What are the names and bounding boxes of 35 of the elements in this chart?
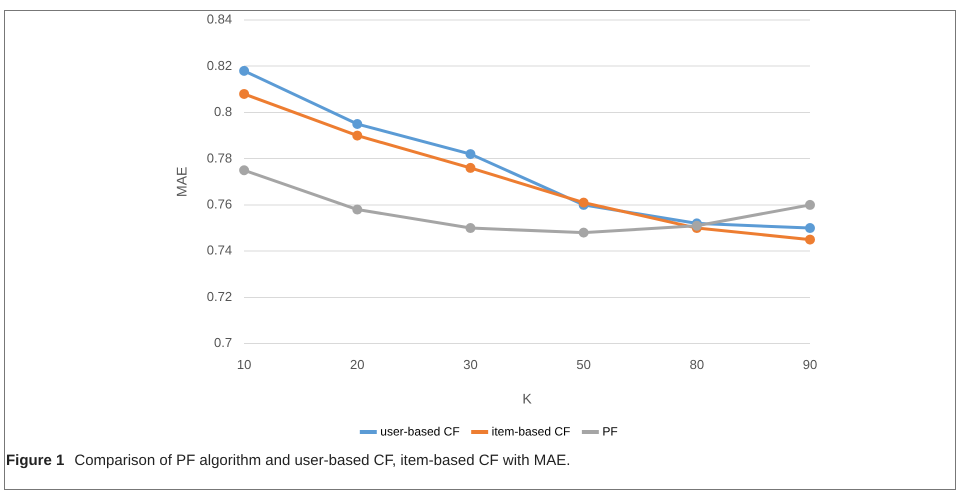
y-tick-label: 0.76 [206, 196, 232, 212]
y-tick-label: 0.7 [214, 335, 232, 350]
y-tick-label: 0.74 [206, 242, 232, 258]
point [352, 130, 362, 141]
legend-label: item-based CF [492, 424, 570, 438]
point [805, 234, 815, 245]
point [465, 162, 476, 173]
y-tick-label: 0.72 [206, 288, 232, 304]
point [465, 223, 476, 234]
point [578, 228, 589, 238]
x-tick-label: 10 [236, 356, 252, 372]
point [692, 220, 702, 231]
x-tick-label: 80 [690, 356, 704, 372]
x-tick-label: 30 [463, 356, 478, 372]
x-tick-label: 90 [802, 356, 818, 372]
legend-label: PF [602, 424, 618, 438]
y-axis-title: MAE [173, 166, 190, 197]
point [805, 200, 815, 210]
y-tick-label: 0.82 [206, 58, 232, 73]
caption: Figure 1 [6, 452, 64, 469]
point [465, 149, 476, 160]
point [805, 223, 815, 234]
point [239, 88, 250, 99]
point [239, 165, 250, 176]
point [239, 66, 250, 76]
point [352, 119, 362, 130]
y-tick-label: 0.84 [206, 12, 232, 27]
x-tick-label: 50 [576, 356, 591, 372]
x-axis-title: K [522, 390, 532, 406]
x-tick-label: 20 [350, 356, 365, 372]
y-tick-label: 0.78 [206, 150, 232, 166]
point [352, 204, 362, 215]
legend-label: user-based CF [380, 424, 460, 438]
y-tick-label: 0.8 [214, 104, 232, 120]
text: Comparison of PF algorithm and user-based CF, item-based CF with MAE. [74, 452, 570, 469]
